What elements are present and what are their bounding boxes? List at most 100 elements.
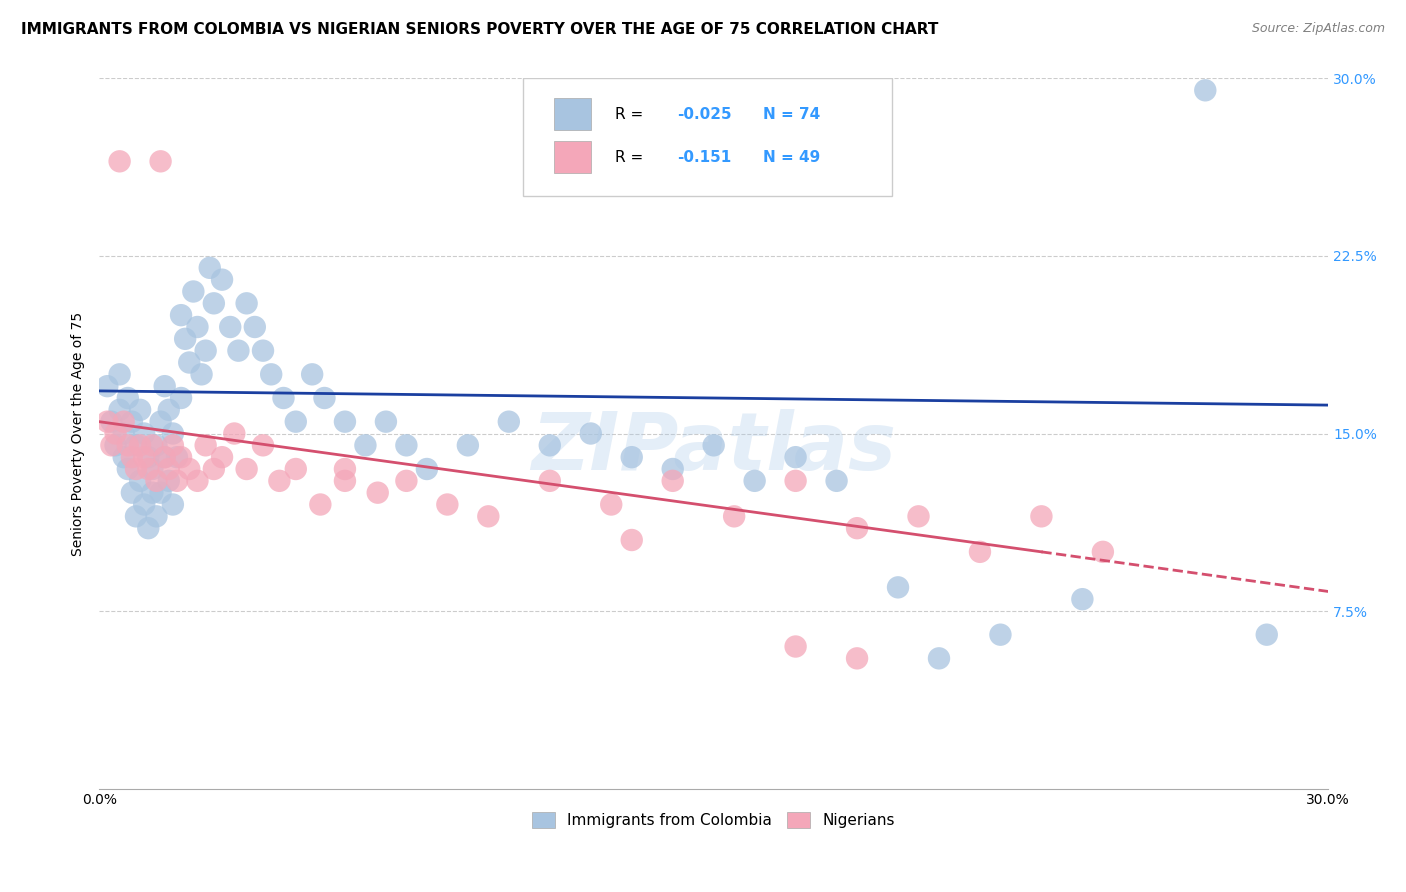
Point: [538, 474, 561, 488]
Point: [457, 438, 479, 452]
Point: [314, 391, 336, 405]
Point: [374, 415, 396, 429]
Point: [235, 296, 257, 310]
Point: [149, 154, 172, 169]
Point: [166, 450, 188, 465]
Point: [969, 545, 991, 559]
Point: [129, 474, 152, 488]
Point: [333, 462, 356, 476]
Point: [1031, 509, 1053, 524]
Point: [333, 474, 356, 488]
Point: [190, 368, 212, 382]
Point: [186, 474, 208, 488]
Point: [211, 450, 233, 465]
Point: [1194, 83, 1216, 97]
Point: [121, 485, 143, 500]
FancyBboxPatch shape: [523, 78, 891, 195]
Bar: [554, 141, 591, 173]
Point: [395, 438, 418, 452]
Point: [141, 438, 163, 452]
Point: [723, 509, 745, 524]
Point: [907, 509, 929, 524]
Point: [785, 474, 807, 488]
Point: [333, 415, 356, 429]
Point: [477, 509, 499, 524]
Text: -0.025: -0.025: [676, 107, 731, 122]
Y-axis label: Seniors Poverty Over the Age of 75: Seniors Poverty Over the Age of 75: [72, 311, 86, 556]
Point: [174, 332, 197, 346]
Point: [354, 438, 377, 452]
Point: [153, 450, 176, 465]
Point: [157, 462, 180, 476]
Point: [211, 273, 233, 287]
Point: [136, 521, 159, 535]
Point: [104, 438, 127, 452]
Point: [125, 509, 148, 524]
Point: [579, 426, 602, 441]
Point: [990, 628, 1012, 642]
Point: [661, 462, 683, 476]
Point: [703, 438, 725, 452]
Text: Source: ZipAtlas.com: Source: ZipAtlas.com: [1251, 22, 1385, 36]
Point: [179, 355, 201, 369]
Point: [162, 498, 184, 512]
Point: [134, 426, 156, 441]
Point: [194, 438, 217, 452]
Point: [141, 485, 163, 500]
Point: [498, 415, 520, 429]
Point: [170, 391, 193, 405]
Point: [121, 415, 143, 429]
Text: -0.151: -0.151: [676, 150, 731, 165]
Point: [117, 462, 139, 476]
Point: [149, 485, 172, 500]
Text: N = 49: N = 49: [763, 150, 820, 165]
Point: [785, 450, 807, 465]
Point: [153, 450, 176, 465]
Point: [620, 533, 643, 547]
Point: [219, 320, 242, 334]
Point: [228, 343, 250, 358]
Point: [134, 498, 156, 512]
Point: [600, 498, 623, 512]
Point: [129, 438, 152, 452]
Point: [153, 379, 176, 393]
Point: [141, 462, 163, 476]
Bar: [554, 98, 591, 130]
Point: [149, 415, 172, 429]
Point: [1256, 628, 1278, 642]
Point: [252, 343, 274, 358]
Point: [112, 415, 135, 429]
Point: [157, 402, 180, 417]
Point: [538, 438, 561, 452]
Point: [96, 379, 118, 393]
Point: [1091, 545, 1114, 559]
Text: R =: R =: [616, 107, 648, 122]
Point: [284, 462, 307, 476]
Point: [125, 438, 148, 452]
Text: IMMIGRANTS FROM COLOMBIA VS NIGERIAN SENIORS POVERTY OVER THE AGE OF 75 CORRELAT: IMMIGRANTS FROM COLOMBIA VS NIGERIAN SEN…: [21, 22, 938, 37]
Point: [117, 438, 139, 452]
Point: [108, 402, 131, 417]
Point: [269, 474, 291, 488]
Point: [785, 640, 807, 654]
Point: [108, 368, 131, 382]
Point: [100, 438, 122, 452]
Point: [170, 308, 193, 322]
Point: [157, 474, 180, 488]
Point: [194, 343, 217, 358]
Point: [96, 415, 118, 429]
Point: [252, 438, 274, 452]
Point: [620, 450, 643, 465]
Point: [166, 474, 188, 488]
Point: [1071, 592, 1094, 607]
Point: [273, 391, 295, 405]
Point: [145, 474, 167, 488]
Point: [145, 509, 167, 524]
Point: [202, 462, 225, 476]
Point: [260, 368, 283, 382]
Text: N = 74: N = 74: [763, 107, 820, 122]
Point: [186, 320, 208, 334]
Point: [744, 474, 766, 488]
Point: [162, 438, 184, 452]
Legend: Immigrants from Colombia, Nigerians: Immigrants from Colombia, Nigerians: [526, 806, 901, 834]
